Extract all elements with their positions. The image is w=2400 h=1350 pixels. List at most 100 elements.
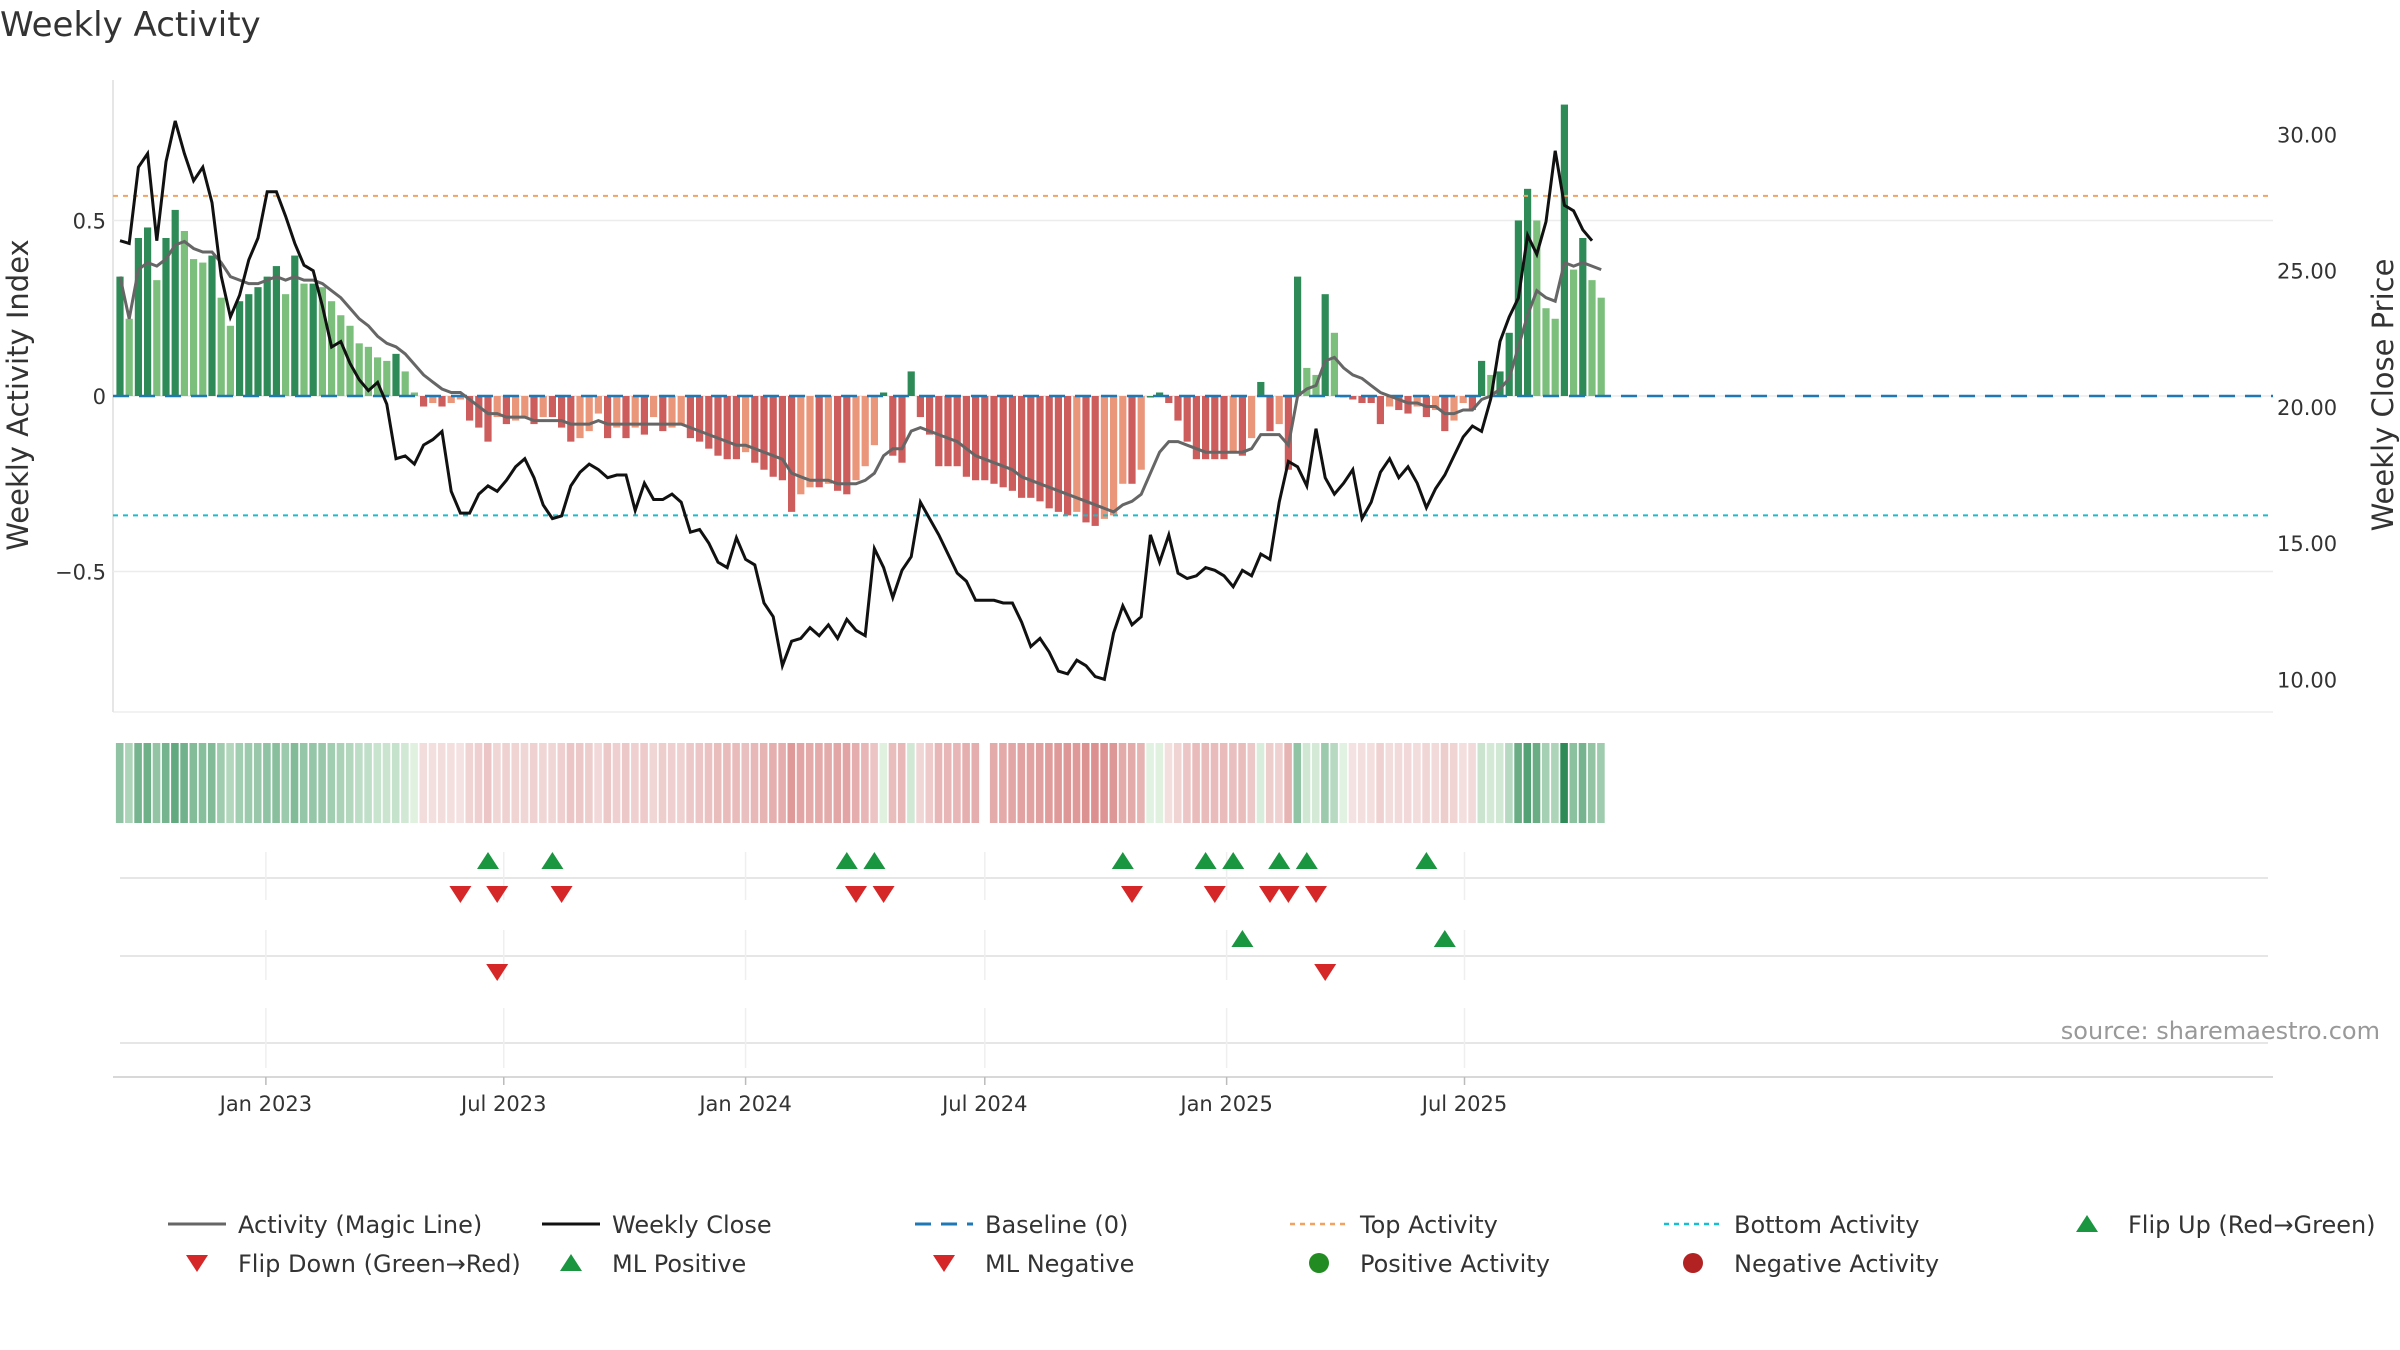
legend-swatch [560,1254,582,1271]
heat-strip-cell [1560,743,1568,823]
heat-strip-cell [677,743,685,823]
heat-strip-cell [345,743,354,823]
heat-strip-cell [529,743,538,823]
activity-bar [383,360,391,396]
legend-item-ml-positive: ML Positive [560,1250,746,1278]
activity-bar [493,396,501,418]
heat-strip-cell [1192,743,1200,823]
legend-label: Bottom Activity [1734,1211,1919,1239]
activity-bar [1321,294,1329,396]
activity-heat-strip [115,743,1605,823]
heat-strip-cell [364,743,372,823]
heat-strip-cell [566,743,575,823]
heat-strip-cell [658,743,667,823]
activity-bar [1100,396,1108,519]
activity-bar [512,396,520,421]
weekly-close-series [119,120,1594,682]
heat-strip-cell [1532,743,1541,823]
activity-bar [125,318,133,396]
activity-bar [926,396,934,435]
activity-bar [778,396,786,481]
heat-strip-cell [502,743,510,823]
activity-bar [309,283,317,396]
flip-up-marker [541,852,564,869]
activity-bar [567,396,575,442]
flip-down-marker [872,886,895,903]
activity-bar [1192,396,1200,460]
heat-strip-cell [465,743,474,823]
flip-up-marker [835,852,858,869]
heat-strip-cell [1137,743,1145,823]
legend-label: Flip Down (Green→Red) [238,1250,521,1278]
flip-up-marker [863,852,886,869]
heat-strip-cell [962,743,970,823]
activity-bar [337,315,345,396]
heat-strip-cell [318,743,326,823]
activity-bar [1266,396,1274,432]
legend-label: Baseline (0) [985,1211,1128,1239]
heat-strip-cell [373,743,382,823]
legend-label: Top Activity [1359,1211,1498,1239]
activity-bar [300,283,308,396]
activity-bars [116,104,1605,526]
heat-strip-cell [1578,743,1587,823]
activity-bar [429,396,437,404]
heat-strip-cell [1247,743,1256,823]
activity-bar [944,396,952,467]
activity-bar [1588,280,1596,396]
activity-bar [1349,396,1357,400]
ml-positive-marker [1231,930,1254,947]
heat-strip-cell [428,743,437,823]
heat-strip-cell [723,743,731,823]
legend-swatch [2076,1215,2098,1232]
activity-bar [1165,396,1173,404]
heat-strip-cell [1183,743,1191,823]
activity-bar [1579,238,1587,396]
heat-strip-cell [115,743,124,823]
heat-strip-cell [842,743,851,823]
heat-strip-cell [244,743,253,823]
activity-bar [1533,220,1541,396]
x-tick-label: Jul 2025 [1420,1092,1507,1116]
right-tick-label: 25.00 [2277,260,2337,284]
activity-bar [521,396,529,418]
heat-strip-cell [1357,743,1366,823]
heat-strip-cell [1367,743,1375,823]
activity-bar [1174,396,1182,421]
heat-strip-cell [741,743,750,823]
heat-strip-cell [1541,743,1550,823]
heat-strip-cell [1495,743,1504,823]
activity-bar [1110,396,1118,516]
flip-down-marker [1277,886,1300,903]
activity-bar [438,396,446,407]
heat-strip-cell [483,743,492,823]
heat-strip-cell [290,743,299,823]
ml-negative-marker [486,964,509,981]
activity-bar [226,325,234,396]
heat-strip-cell [732,743,740,823]
activity-bar [291,255,299,396]
legend-item-top: Top Activity [1290,1211,1498,1239]
heat-strip-cell [539,743,547,823]
activity-bar [1257,381,1265,396]
heat-strip-cell [1394,743,1403,823]
heat-strip-cell [667,743,676,823]
activity-bar [953,396,961,467]
activity-bar [1376,396,1384,425]
legend-item-pos-dot: Positive Activity [1309,1250,1550,1278]
heat-strip-cell [704,743,713,823]
activity-bar [631,396,639,428]
activity-bar [852,396,860,481]
activity-bar [677,396,685,425]
heat-strip-cell [336,743,345,823]
activity-bar [1560,104,1568,397]
activity-bar [751,396,759,463]
heat-strip-cell [759,743,768,823]
heat-strip-cell [1238,743,1246,823]
heat-strip-cell [925,743,934,823]
activity-bar [245,294,253,396]
activity-bar [1229,396,1237,453]
flip-down-marker [1203,886,1226,903]
legend-swatch [186,1255,208,1272]
activity-bar [981,396,989,481]
